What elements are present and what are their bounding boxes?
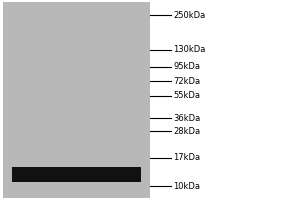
Text: 55kDa: 55kDa xyxy=(173,91,200,100)
Text: 95kDa: 95kDa xyxy=(173,62,200,71)
Bar xyxy=(12,167,141,182)
Text: 72kDa: 72kDa xyxy=(173,77,201,86)
Text: 36kDa: 36kDa xyxy=(173,114,201,123)
Bar xyxy=(3,2,150,198)
Text: 28kDa: 28kDa xyxy=(173,127,201,136)
Text: 10kDa: 10kDa xyxy=(173,182,200,191)
Text: 17kDa: 17kDa xyxy=(173,153,201,162)
Text: 250kDa: 250kDa xyxy=(173,11,206,20)
Text: 130kDa: 130kDa xyxy=(173,45,206,54)
